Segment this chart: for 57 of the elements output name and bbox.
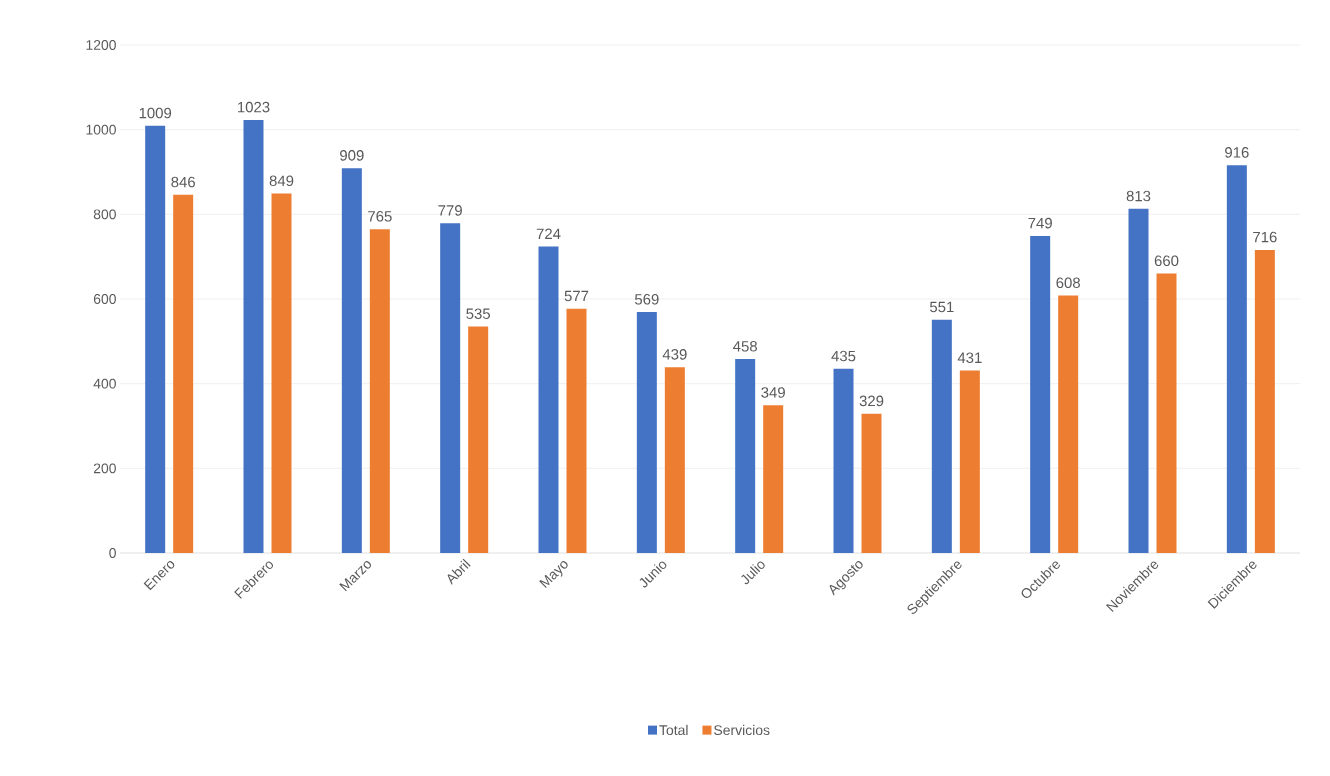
data-label: 458: [733, 341, 757, 352]
bar: [931, 319, 952, 553]
bar: [1128, 208, 1149, 553]
data-label: 846: [171, 176, 195, 188]
bar: [1030, 235, 1051, 553]
bar: [861, 413, 882, 553]
bar: [833, 368, 854, 553]
y-tick-label: 600: [93, 294, 116, 304]
bar: [1156, 273, 1177, 553]
data-label: 1023: [238, 101, 270, 113]
data-label: 724: [536, 228, 561, 239]
data-label: 608: [1056, 277, 1080, 289]
data-label: 551: [929, 301, 954, 313]
data-label: 716: [1253, 231, 1277, 243]
data-label: 779: [438, 205, 462, 216]
data-label: 765: [368, 211, 392, 222]
data-label: 535: [466, 308, 491, 319]
bar: [271, 193, 292, 553]
data-label: 916: [1225, 147, 1249, 158]
bar: [1058, 295, 1079, 553]
data-label: 749: [1028, 217, 1052, 229]
bar: [735, 359, 756, 553]
bar: [636, 312, 657, 553]
y-tick-label: 400: [93, 378, 116, 389]
data-label: 329: [859, 395, 884, 407]
bar: [1254, 249, 1275, 553]
bar: [763, 405, 784, 553]
data-label: 813: [1126, 190, 1151, 202]
bar: [145, 125, 166, 553]
data-label: 660: [1154, 255, 1179, 267]
bar: [538, 246, 559, 553]
data-label: 439: [662, 349, 687, 360]
y-tick-label: 1000: [86, 124, 116, 135]
y-tick-label: 0: [109, 548, 116, 558]
legend-label: Total: [659, 724, 688, 736]
legend-label: Servicios: [714, 724, 770, 736]
bar: [468, 326, 489, 553]
data-label: 1009: [139, 107, 172, 119]
data-label: 849: [269, 175, 294, 187]
bar: [566, 308, 587, 553]
data-label: 349: [761, 387, 785, 398]
bar: [243, 119, 264, 553]
bar: [959, 370, 980, 553]
data-label: 569: [634, 294, 659, 305]
data-label: 909: [340, 150, 364, 161]
bar: [664, 367, 685, 553]
data-label: 431: [957, 352, 982, 364]
y-tick-label: 800: [93, 209, 116, 220]
bar: [173, 194, 194, 553]
bar: [1226, 165, 1247, 553]
data-label: 435: [831, 350, 856, 362]
bar: [440, 223, 461, 553]
y-tick-label: 1200: [86, 40, 116, 50]
bar: [369, 229, 390, 553]
data-label: 577: [564, 290, 589, 302]
y-tick-label: 200: [93, 463, 116, 474]
bar: [341, 168, 362, 553]
